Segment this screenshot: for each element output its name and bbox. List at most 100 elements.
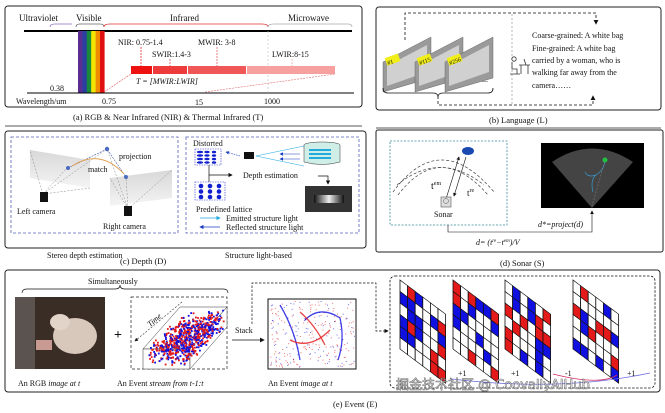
event-point: [175, 338, 178, 341]
event-point: [170, 337, 172, 339]
event-pixel: [328, 361, 330, 363]
event-pixel: [297, 354, 299, 356]
event-point: [188, 342, 191, 345]
event-point: [161, 357, 164, 360]
event-point: [160, 349, 163, 351]
grid-cell: [490, 365, 499, 384]
coarse-description: Coarse-grained: A white bag: [532, 31, 623, 40]
event-point: [149, 358, 151, 360]
event-pixel: [324, 363, 326, 365]
sonar-icon: [440, 196, 452, 208]
event-point: [214, 322, 217, 325]
event-pixel: [349, 364, 351, 366]
event-point: [199, 342, 202, 345]
event-pixel: [270, 323, 272, 325]
event-point: [205, 318, 208, 321]
event-pixel: [312, 343, 314, 345]
spectrum-band: [78, 31, 83, 93]
event-point: [196, 337, 199, 339]
event-point: [185, 331, 188, 334]
event-point: [191, 326, 194, 329]
event-pixel: [339, 323, 341, 325]
event-point: [165, 344, 167, 347]
event-pixel: [334, 321, 336, 323]
event-pixel: [335, 355, 337, 357]
lattice-dot: [211, 161, 217, 164]
event-pixel: [314, 352, 316, 354]
event-point: [188, 350, 190, 353]
event-point: [163, 352, 166, 355]
event-point: [206, 329, 208, 331]
event-point: [217, 318, 220, 321]
event-point: [211, 314, 214, 317]
event-pixel: [310, 309, 312, 310]
event-point: [188, 339, 190, 342]
event-point: [180, 333, 183, 336]
event-point: [149, 351, 152, 354]
event-pixel: [304, 347, 306, 349]
event-pixel: [332, 302, 334, 304]
event-point: [202, 330, 204, 332]
lattice-dot: [207, 194, 213, 200]
event-pixel: [315, 309, 317, 311]
event-point: [203, 326, 206, 328]
event-point: [212, 332, 214, 335]
event-point: [210, 332, 213, 335]
event-pixel: [325, 346, 327, 348]
event-pixel: [280, 363, 282, 365]
event-point: [167, 358, 170, 361]
event-pixel: [299, 366, 301, 367]
event-point: [157, 341, 159, 344]
event-pixel: [276, 361, 278, 363]
lattice-dot: [207, 189, 213, 194]
event-point: [209, 326, 212, 329]
event-pixel: [310, 332, 312, 333]
event-point: [166, 344, 168, 347]
event-pixel: [285, 360, 287, 362]
left-camera-label: Left camera: [17, 207, 56, 216]
event-point: [187, 329, 190, 331]
event-point: [200, 335, 203, 337]
lattice-dot: [196, 161, 204, 164]
event-pixel: [350, 333, 352, 335]
event-point: [181, 352, 184, 354]
event-point: [185, 336, 188, 339]
event-point: [169, 354, 172, 356]
event-pixel: [348, 350, 350, 352]
increment-1: +1: [458, 369, 467, 378]
event-point: [184, 340, 187, 342]
event-point: [188, 341, 191, 344]
event-point: [201, 341, 203, 344]
event-point: [203, 316, 205, 319]
event-point: [191, 350, 193, 353]
event-point: [156, 349, 158, 352]
event-point: [188, 319, 190, 322]
spectrum-band: [95, 31, 101, 93]
event-point: [177, 345, 180, 348]
lattice-dot: [211, 157, 217, 161]
event-point: [162, 346, 165, 349]
event-point: [168, 356, 170, 359]
event-point: [179, 329, 181, 331]
event-pixel: [326, 355, 328, 357]
event-pixel: [350, 301, 352, 303]
event-point: [183, 331, 185, 334]
event-point: [211, 330, 214, 332]
event-pixel: [281, 320, 283, 322]
event-pixel: [271, 308, 273, 310]
lattice-dot: [198, 183, 204, 189]
depth-estimation-label: Depth estimation: [243, 171, 298, 180]
event-pixel: [345, 333, 347, 335]
event-point: [181, 349, 184, 352]
event-point: [188, 326, 190, 329]
event-pixel: [307, 322, 309, 324]
event-pixel: [293, 358, 295, 360]
event-point: [161, 349, 164, 351]
event-point: [177, 341, 180, 343]
event-point: [171, 360, 174, 362]
event-point: [175, 352, 177, 354]
event-pixel: [307, 328, 309, 330]
event-point: [212, 331, 214, 333]
event-point: [196, 325, 199, 328]
event-point: [176, 335, 179, 337]
